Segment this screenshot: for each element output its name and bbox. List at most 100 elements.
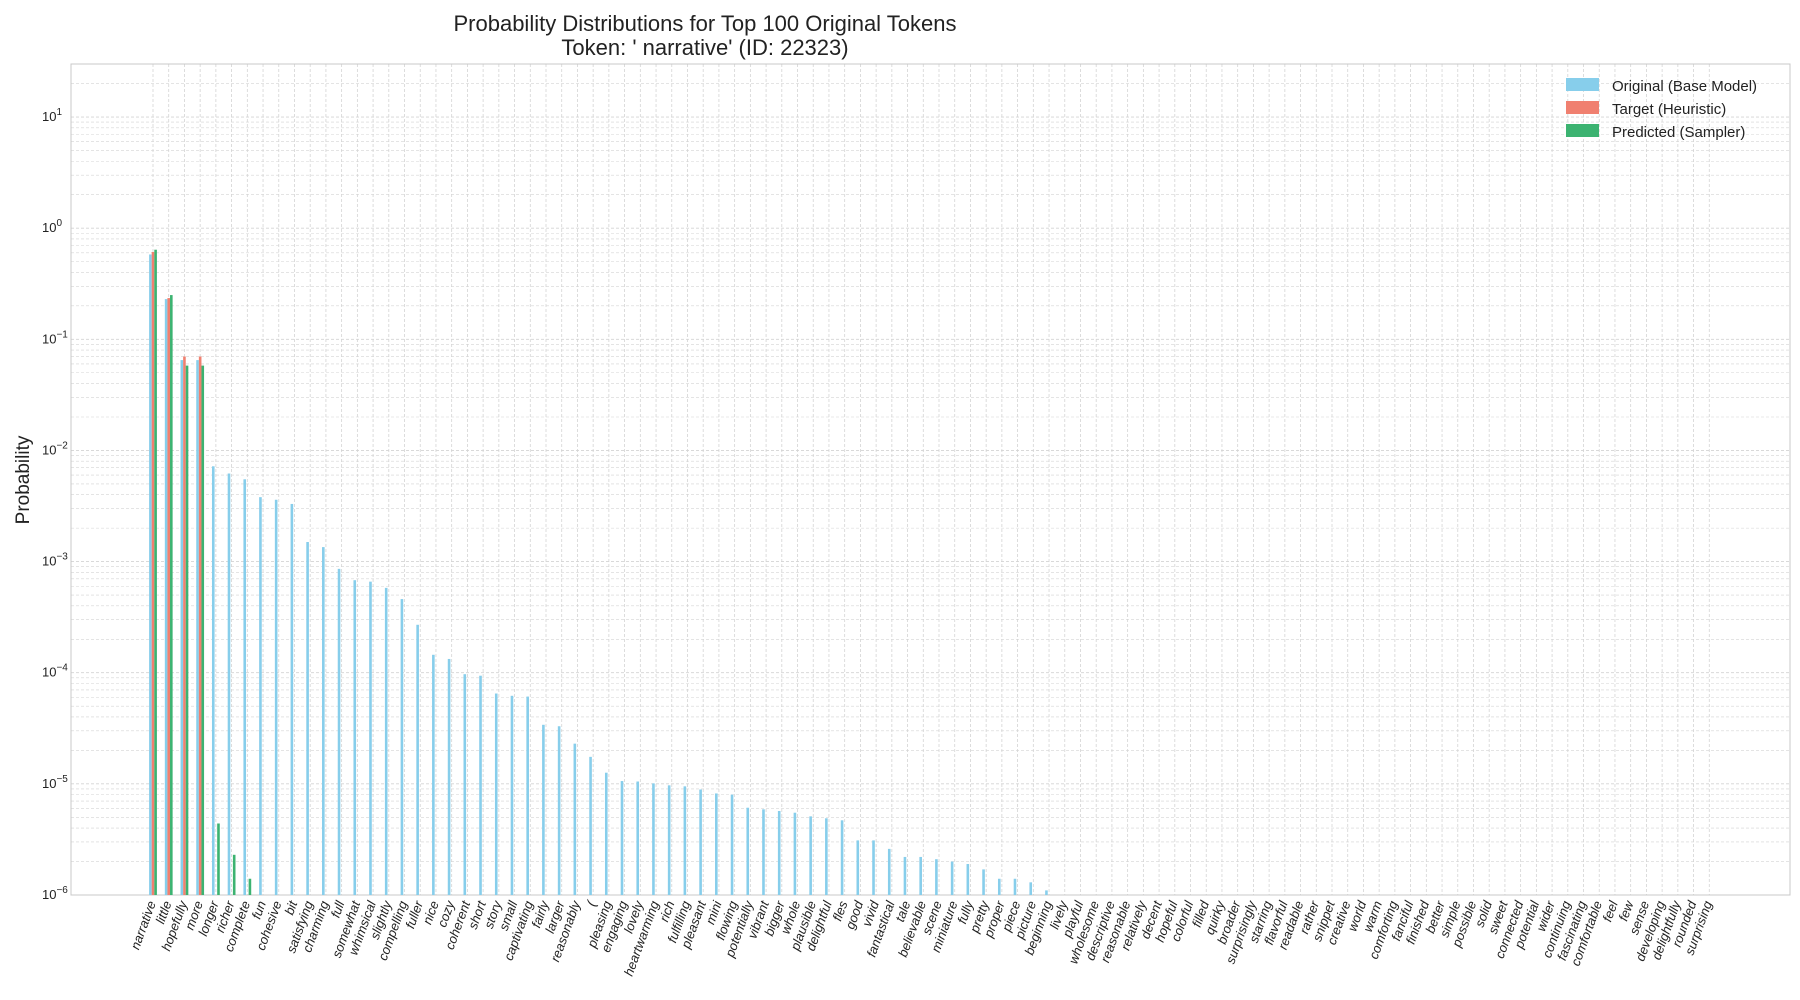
bar-original bbox=[337, 568, 341, 895]
y-tick-exponent: −1 bbox=[56, 329, 68, 340]
y-tick-base: 10 bbox=[42, 887, 56, 902]
x-tick-label: fles bbox=[829, 898, 850, 923]
legend-label-target: Target (Heuristic) bbox=[1612, 101, 1726, 118]
y-tick-label: 101 bbox=[42, 107, 62, 124]
y-tick-label: 10−5 bbox=[42, 774, 68, 791]
bar-original bbox=[730, 794, 734, 895]
y-tick-exponent: 0 bbox=[56, 218, 62, 229]
bar-original bbox=[966, 864, 970, 895]
bar-original bbox=[494, 693, 498, 895]
bar-original bbox=[1029, 882, 1033, 895]
y-tick-base: 10 bbox=[42, 665, 56, 680]
y-tick-label: 10−6 bbox=[42, 885, 68, 902]
bar-original bbox=[573, 743, 577, 895]
bar-original bbox=[919, 856, 922, 895]
x-tick-label: feel bbox=[1600, 898, 1622, 924]
bar-original bbox=[652, 783, 655, 895]
bar-predicted bbox=[154, 249, 157, 895]
bar-predicted bbox=[232, 854, 236, 895]
bar-original bbox=[542, 724, 545, 895]
bar-original bbox=[369, 581, 372, 895]
bar-original bbox=[290, 503, 294, 895]
x-tick-label: little bbox=[153, 899, 175, 926]
bar-original bbox=[840, 820, 844, 895]
bar-original bbox=[777, 810, 781, 895]
bar-original bbox=[180, 360, 184, 895]
y-axis-label: Probability bbox=[13, 435, 34, 524]
y-tick-base: 10 bbox=[42, 776, 56, 791]
bar-original bbox=[825, 818, 828, 895]
y-tick-exponent: −5 bbox=[56, 774, 68, 785]
grid bbox=[71, 63, 1790, 896]
bar-original bbox=[196, 360, 199, 895]
bar-original bbox=[667, 785, 671, 895]
y-tick-base: 10 bbox=[42, 109, 56, 124]
bar-original bbox=[620, 781, 624, 895]
y-tick-label: 10−1 bbox=[42, 329, 68, 346]
chart-subtitle: Token: ' narrative' (ID: 22323) bbox=[561, 35, 848, 60]
bar-original bbox=[982, 869, 985, 895]
bar-original bbox=[699, 789, 702, 895]
y-tick-base: 10 bbox=[42, 442, 56, 457]
bar-original bbox=[715, 793, 718, 895]
bar-original bbox=[589, 756, 592, 895]
bars bbox=[149, 249, 1048, 896]
chart-title: Probability Distributions for Top 100 Or… bbox=[453, 11, 956, 36]
bar-original bbox=[872, 840, 875, 895]
bar-original bbox=[447, 658, 451, 895]
y-tick-exponent: 1 bbox=[56, 107, 62, 118]
bar-original bbox=[950, 861, 954, 895]
bar-original bbox=[746, 807, 750, 895]
bar-predicted bbox=[217, 823, 220, 895]
x-axis-ticks: narrativelittlehopefullymorelongerricher… bbox=[127, 897, 1715, 978]
y-tick-exponent: −4 bbox=[56, 663, 68, 674]
bar-original bbox=[526, 696, 529, 895]
bar-original bbox=[259, 497, 262, 895]
legend-swatch-original bbox=[1566, 78, 1599, 91]
y-tick-label: 10−3 bbox=[42, 552, 68, 569]
bar-original bbox=[1045, 890, 1048, 895]
bar-original bbox=[887, 848, 891, 895]
bar-predicted bbox=[185, 365, 189, 895]
legend-label-original: Original (Base Model) bbox=[1612, 78, 1757, 95]
bar-original bbox=[557, 726, 561, 895]
bar-original bbox=[636, 781, 640, 895]
bar-original bbox=[416, 624, 419, 895]
bar-original bbox=[997, 878, 1001, 895]
bar-original bbox=[510, 695, 514, 895]
bar-original bbox=[903, 856, 907, 895]
bar-original bbox=[762, 809, 765, 895]
legend-swatch-target bbox=[1566, 101, 1599, 114]
legend: Original (Base Model) Target (Heuristic)… bbox=[1566, 78, 1757, 141]
x-tick-label: full bbox=[328, 898, 348, 920]
bar-original bbox=[243, 479, 247, 895]
bar-original bbox=[479, 675, 482, 895]
y-tick-exponent: −2 bbox=[56, 440, 68, 451]
x-tick-label: fun bbox=[249, 899, 269, 921]
bar-original bbox=[227, 473, 231, 895]
bar-original bbox=[809, 816, 812, 895]
bar-original bbox=[353, 580, 357, 895]
plot-frame bbox=[70, 63, 1791, 896]
x-tick-label: ( bbox=[583, 897, 599, 908]
bar-original bbox=[384, 587, 388, 895]
bar-original bbox=[1013, 878, 1017, 895]
x-tick-label: narrative bbox=[127, 899, 158, 952]
bar-target bbox=[151, 252, 155, 896]
bar-original bbox=[793, 812, 797, 895]
bar-original bbox=[306, 542, 309, 895]
bar-original bbox=[164, 299, 168, 895]
x-tick-label: few bbox=[1615, 897, 1637, 923]
legend-label-predicted: Predicted (Sampler) bbox=[1612, 124, 1745, 141]
y-tick-base: 10 bbox=[42, 220, 56, 235]
y-tick-label: 10−2 bbox=[42, 440, 68, 457]
bar-original bbox=[935, 859, 938, 895]
bar-original bbox=[463, 674, 467, 895]
y-tick-exponent: −6 bbox=[56, 885, 68, 896]
bar-predicted bbox=[170, 295, 173, 895]
bar-original bbox=[274, 499, 278, 895]
x-tick-label: tale bbox=[892, 899, 913, 924]
y-tick-base: 10 bbox=[42, 331, 56, 346]
